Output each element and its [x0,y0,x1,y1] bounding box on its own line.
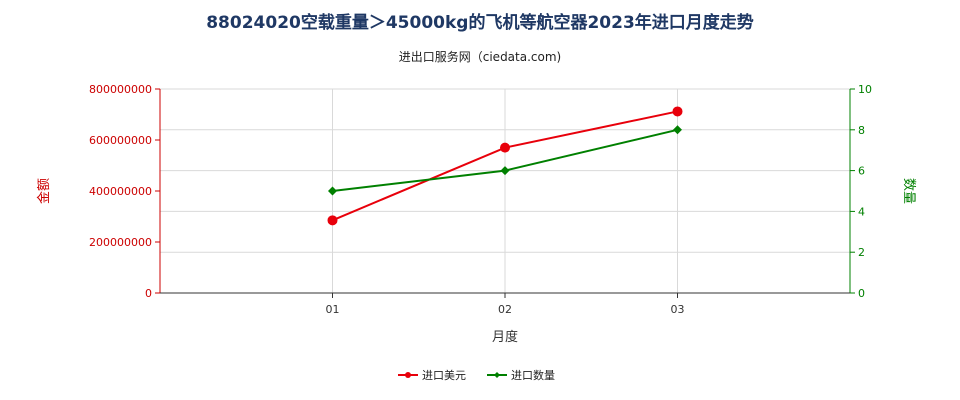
axes: 0200000000400000000600000000800000000024… [36,83,916,345]
right-tick-label: 10 [858,83,872,96]
right-tick-label: 2 [858,246,865,259]
data-point-进口数量 [328,186,337,196]
data-point-进口美元 [500,142,510,153]
left-tick-label: 800000000 [89,83,152,96]
legend-marker-进口数量 [494,372,500,378]
data-point-进口数量 [500,166,510,176]
right-tick-label: 4 [858,205,865,218]
legend-label-进口数量: 进口数量 [511,369,555,382]
legend-marker-进口美元 [405,372,411,378]
x-tick-label: 01 [326,303,340,316]
legend-label-进口美元: 进口美元 [422,369,466,382]
right-tick-label: 8 [858,124,865,137]
x-tick-label: 03 [671,303,685,316]
right-tick-label: 6 [858,165,865,178]
series-layer [327,106,683,226]
chart-title: 88024020空载重量＞45000kg的飞机等航空器2023年进口月度走势 [206,13,754,33]
right-axis-title: 数量 [901,178,916,204]
left-tick-label: 0 [145,287,152,300]
left-tick-label: 400000000 [89,185,152,198]
data-point-进口数量 [673,125,682,135]
left-axis-title: 金额 [36,178,52,204]
right-tick-label: 0 [858,287,865,300]
legend: 进口美元 进口数量 [398,369,555,382]
data-point-进口美元 [672,106,683,117]
left-tick-label: 600000000 [89,134,152,147]
chart-subtitle: 进出口服务网（ciedata.com) [398,50,562,64]
x-tick-label: 02 [498,303,512,316]
left-tick-label: 200000000 [89,236,152,249]
gridlines [160,88,851,294]
data-point-进口美元 [327,215,338,226]
x-axis-title: 月度 [492,329,518,345]
